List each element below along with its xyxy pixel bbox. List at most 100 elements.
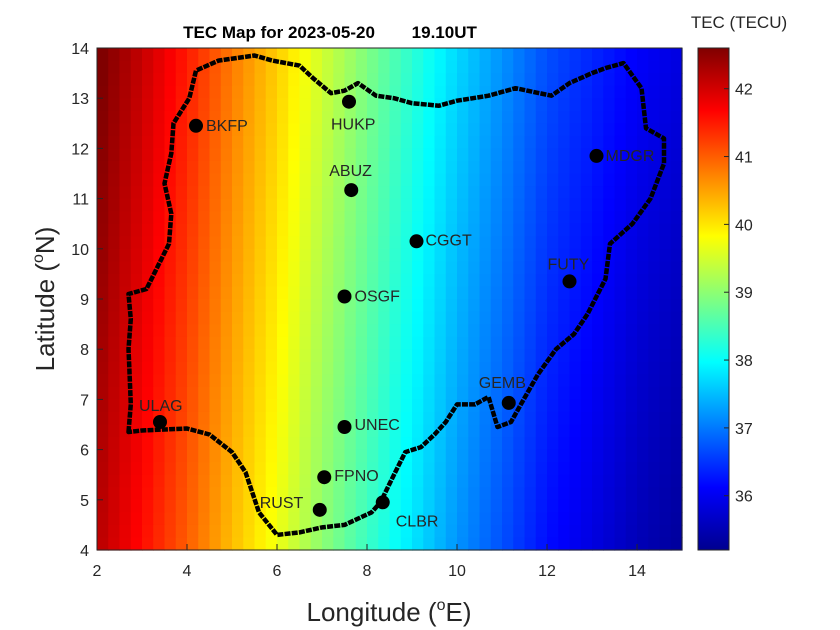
heat-cell bbox=[108, 424, 121, 438]
heat-cell bbox=[232, 361, 244, 375]
heat-cell bbox=[468, 499, 481, 513]
heat-cell bbox=[400, 336, 413, 350]
heat-cell bbox=[434, 411, 447, 426]
heat-cell bbox=[479, 73, 492, 87]
heat-cell bbox=[130, 537, 143, 551]
heat-cell bbox=[175, 160, 188, 175]
heat-cell bbox=[288, 374, 301, 388]
heat-cell bbox=[243, 186, 256, 200]
heat-cell bbox=[288, 324, 301, 338]
heat-cell bbox=[153, 311, 166, 325]
heat-cell bbox=[434, 148, 447, 162]
heat-cell bbox=[254, 449, 267, 463]
heat-cell bbox=[558, 110, 571, 124]
heat-cell bbox=[322, 386, 334, 400]
heat-cell bbox=[592, 273, 604, 288]
heat-cell bbox=[490, 449, 503, 463]
heat-cell bbox=[637, 336, 649, 350]
heat-cell bbox=[254, 261, 267, 275]
heat-cell bbox=[592, 198, 604, 212]
heat-cell bbox=[119, 160, 132, 175]
heat-cell bbox=[580, 223, 593, 237]
heat-cell bbox=[209, 336, 222, 350]
heat-cell bbox=[637, 299, 649, 313]
heat-cell bbox=[637, 424, 649, 438]
heat-cell bbox=[659, 449, 672, 463]
heat-cell bbox=[164, 487, 177, 501]
heat-cell bbox=[558, 537, 571, 551]
heat-cell bbox=[648, 512, 661, 526]
heat-cell bbox=[445, 123, 458, 137]
heat-cell bbox=[288, 110, 301, 124]
heat-cell bbox=[592, 324, 604, 338]
heat-cell bbox=[423, 60, 436, 74]
heat-cell bbox=[277, 223, 289, 237]
heat-cell bbox=[400, 524, 413, 539]
heat-cell bbox=[490, 160, 503, 175]
heat-cell bbox=[535, 236, 548, 250]
heat-cell bbox=[648, 424, 661, 438]
heat-cell bbox=[569, 336, 582, 350]
heat-cell bbox=[344, 512, 357, 526]
heat-cell bbox=[198, 487, 211, 501]
heat-cell bbox=[614, 424, 627, 438]
heat-cell bbox=[400, 198, 413, 212]
heat-cell bbox=[108, 411, 121, 426]
heat-cell bbox=[97, 462, 109, 476]
heat-cell bbox=[423, 374, 436, 388]
heat-cell bbox=[468, 173, 481, 187]
x-axis-title-sup: o bbox=[437, 597, 446, 614]
heat-cell bbox=[130, 73, 143, 87]
heat-cell bbox=[445, 286, 458, 300]
heat-cell bbox=[569, 424, 582, 438]
heat-cell bbox=[277, 324, 289, 338]
heat-cell bbox=[254, 311, 267, 325]
heat-cell bbox=[558, 524, 571, 539]
heat-cell bbox=[119, 399, 132, 413]
heat-cell bbox=[344, 424, 357, 438]
heat-cell bbox=[648, 73, 661, 87]
heat-cell bbox=[592, 85, 604, 99]
heat-cell bbox=[625, 462, 638, 476]
heat-cell bbox=[333, 186, 346, 200]
heat-cell bbox=[355, 236, 368, 250]
heat-cell bbox=[288, 424, 301, 438]
heat-cell bbox=[670, 424, 683, 438]
heat-cell bbox=[232, 311, 244, 325]
heat-cell bbox=[434, 474, 447, 488]
heat-cell bbox=[659, 324, 672, 338]
heat-cell bbox=[175, 299, 188, 313]
heat-cell bbox=[659, 537, 672, 551]
heat-cell bbox=[670, 98, 683, 112]
heat-cell bbox=[614, 73, 627, 87]
heat-cell bbox=[187, 248, 199, 262]
heat-cell bbox=[412, 223, 424, 237]
heat-cell bbox=[490, 374, 503, 388]
heat-cell bbox=[659, 336, 672, 350]
heat-cell bbox=[400, 437, 413, 451]
station-marker bbox=[589, 148, 604, 163]
heat-cell bbox=[659, 60, 672, 74]
heat-cell bbox=[232, 60, 244, 74]
heat-cell bbox=[164, 261, 177, 275]
station-label: ABUZ bbox=[329, 163, 372, 180]
heat-cell bbox=[277, 73, 289, 87]
heat-cell bbox=[130, 48, 143, 62]
heat-cell bbox=[670, 537, 683, 551]
heat-cell bbox=[367, 512, 379, 526]
heat-cell bbox=[457, 449, 469, 463]
heat-cell bbox=[434, 524, 447, 539]
heat-cell bbox=[603, 386, 616, 400]
heat-cell bbox=[277, 349, 289, 363]
heat-cell bbox=[209, 248, 222, 262]
heat-cell bbox=[254, 85, 267, 99]
heat-cell bbox=[164, 236, 177, 250]
heat-cell bbox=[625, 449, 638, 463]
heat-cell bbox=[400, 361, 413, 375]
heat-cell bbox=[389, 148, 402, 162]
heat-cell bbox=[367, 399, 379, 413]
heat-cell bbox=[580, 173, 593, 187]
heat-cell bbox=[434, 336, 447, 350]
heat-cell bbox=[457, 336, 469, 350]
heat-cell bbox=[558, 85, 571, 99]
